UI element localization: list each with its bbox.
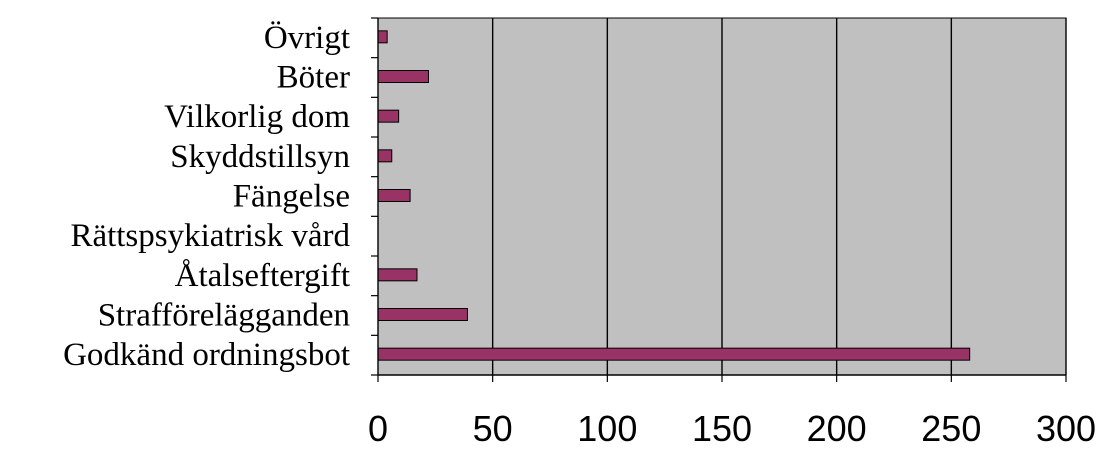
category-label: Strafförelägganden [98,298,350,334]
x-tick-label: 200 [807,408,867,445]
category-label: Böter [277,60,350,96]
bars [377,30,971,361]
bar-6 [377,149,393,163]
bar-8 [377,70,429,83]
tick-labels: 0 50 100 150 200 250 300 [368,408,1096,449]
bar-5 [377,189,411,202]
x-tick-label: 300 [1036,408,1096,445]
x-tick-label: 150 [692,408,752,445]
x-tick-label: 0 [368,408,388,445]
x-tick-label: 250 [921,408,981,445]
bar-1 [377,347,971,361]
category-label: Godkänd ordningsbot [63,337,350,373]
axes [371,17,1067,382]
bar-2 [377,308,468,321]
bar-7 [377,109,400,123]
bar-3 [377,268,418,282]
grid-lines [491,18,1067,375]
category-label: Åtalseftergift [175,257,350,294]
category-label: Fängelse [233,179,350,215]
category-label: Vilkorlig dom [164,99,350,135]
category-label: Skyddstillsyn [170,139,350,175]
category-label: Övrigt [264,20,350,56]
bar-9 [377,30,388,44]
x-tick-label: 50 [473,408,513,445]
x-tick-label: 100 [577,408,637,445]
category-label: Rättspsykiatrisk vård [70,218,350,254]
